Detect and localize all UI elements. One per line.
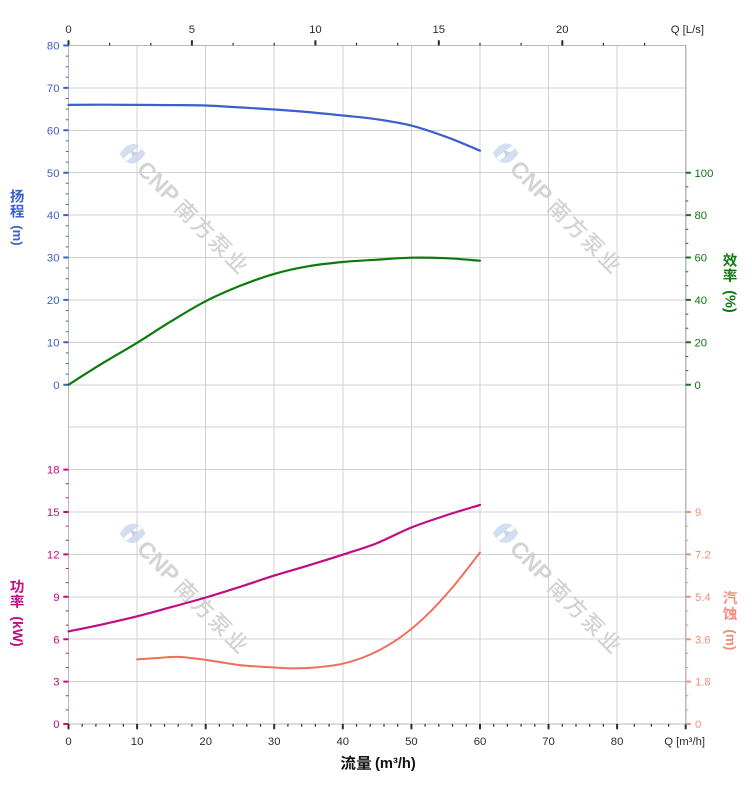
svg-text:0: 0 bbox=[65, 24, 71, 36]
svg-text:6: 6 bbox=[53, 634, 59, 646]
svg-text:12: 12 bbox=[47, 550, 60, 562]
svg-text:10: 10 bbox=[131, 736, 144, 748]
svg-text:60: 60 bbox=[474, 736, 487, 748]
svg-text:(m): (m) bbox=[10, 225, 25, 245]
svg-text:40: 40 bbox=[47, 210, 60, 222]
svg-text:15: 15 bbox=[433, 24, 446, 36]
svg-text:80: 80 bbox=[695, 210, 708, 222]
svg-text:Q [m³/h]: Q [m³/h] bbox=[664, 736, 705, 748]
svg-text:0: 0 bbox=[53, 719, 59, 731]
svg-text:15: 15 bbox=[47, 507, 60, 519]
svg-text:60: 60 bbox=[695, 253, 708, 265]
svg-text:0: 0 bbox=[53, 380, 59, 392]
svg-text:30: 30 bbox=[268, 736, 281, 748]
svg-text:100: 100 bbox=[695, 168, 714, 180]
svg-text:20: 20 bbox=[695, 337, 708, 349]
svg-text:80: 80 bbox=[47, 41, 60, 53]
svg-text:0: 0 bbox=[65, 736, 71, 748]
svg-text:5: 5 bbox=[189, 24, 195, 36]
svg-text:3: 3 bbox=[53, 677, 59, 689]
svg-text:9: 9 bbox=[53, 592, 59, 604]
svg-text:50: 50 bbox=[47, 168, 60, 180]
svg-text:(kW): (kW) bbox=[10, 616, 26, 646]
svg-text:10: 10 bbox=[47, 337, 60, 349]
svg-text:50: 50 bbox=[405, 736, 418, 748]
svg-text:0: 0 bbox=[695, 719, 701, 731]
svg-text:60: 60 bbox=[47, 125, 60, 137]
svg-text:30: 30 bbox=[47, 253, 60, 265]
svg-text:80: 80 bbox=[611, 736, 624, 748]
svg-text:(m³/h): (m³/h) bbox=[375, 756, 416, 772]
svg-text:20: 20 bbox=[199, 736, 212, 748]
svg-text:40: 40 bbox=[695, 295, 708, 307]
svg-text:20: 20 bbox=[47, 295, 60, 307]
svg-text:40: 40 bbox=[337, 736, 350, 748]
svg-text:18: 18 bbox=[47, 465, 60, 477]
svg-text:9: 9 bbox=[695, 507, 701, 519]
svg-text:20: 20 bbox=[556, 24, 569, 36]
svg-text:10: 10 bbox=[309, 24, 322, 36]
svg-text:70: 70 bbox=[542, 736, 555, 748]
svg-text:70: 70 bbox=[47, 83, 60, 95]
svg-text:1.8: 1.8 bbox=[695, 677, 711, 689]
svg-text:7.2: 7.2 bbox=[695, 550, 711, 562]
svg-text:(m): (m) bbox=[723, 629, 738, 650]
svg-text:Q [L/s]: Q [L/s] bbox=[671, 24, 704, 36]
svg-text:0: 0 bbox=[695, 380, 701, 392]
svg-text:3.6: 3.6 bbox=[695, 634, 711, 646]
svg-text:(%): (%) bbox=[722, 290, 738, 313]
svg-text:5.4: 5.4 bbox=[695, 592, 711, 604]
